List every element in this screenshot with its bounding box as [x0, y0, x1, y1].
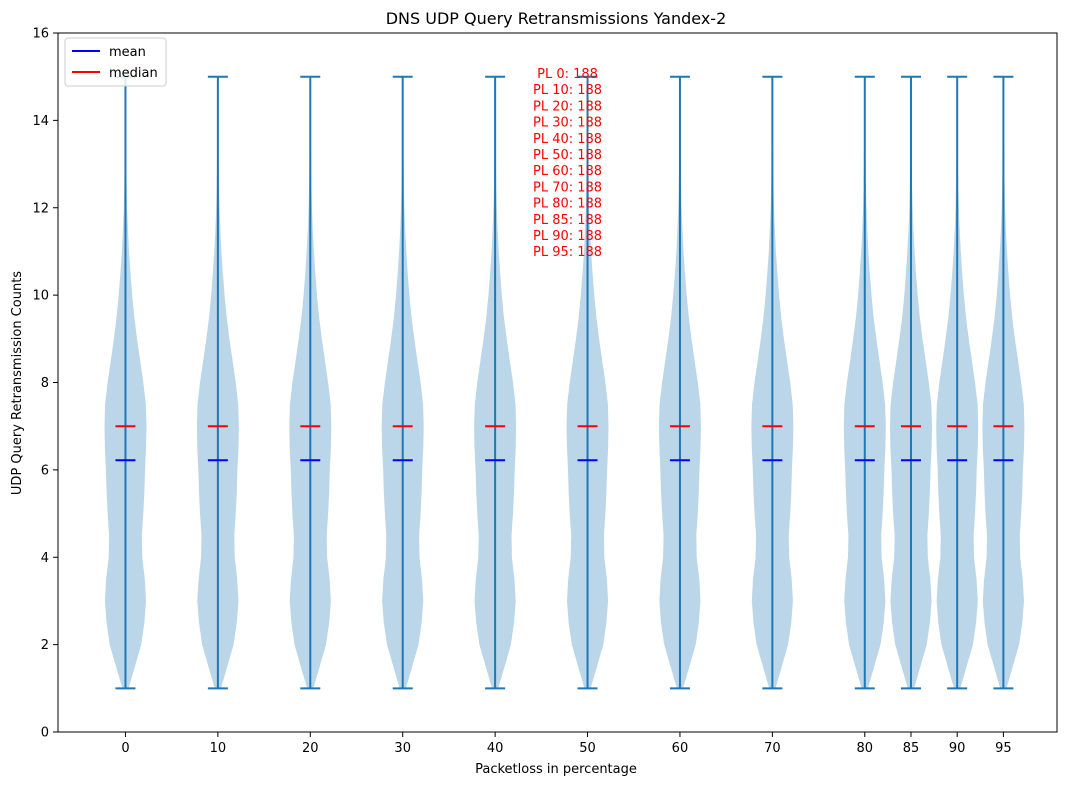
x-tick-label: 10	[210, 741, 227, 756]
x-tick-label: 60	[672, 741, 689, 756]
y-axis: 0 2 4 6 8 10 12 14 16	[32, 27, 58, 741]
annotation-label: PL 40: 188	[533, 132, 602, 147]
violin	[890, 75, 932, 690]
annotation-label: PL 10: 188	[533, 83, 602, 98]
y-tick-label: 6	[41, 463, 49, 478]
violin	[751, 75, 794, 690]
x-tick-label: 50	[579, 741, 596, 756]
violin	[104, 75, 147, 690]
legend-median-label: median	[109, 66, 158, 81]
x-tick-label: 85	[903, 741, 920, 756]
x-axis: 0 10 20 30 40 50 60 70 80 85 90 95	[121, 732, 1012, 756]
annotation-label: PL 50: 188	[533, 148, 602, 163]
annotation-label: PL 60: 188	[533, 164, 602, 179]
y-tick-label: 10	[32, 289, 49, 304]
annotation-label: PL 70: 188	[533, 180, 602, 195]
violin	[474, 75, 517, 690]
annotation-label: PL 80: 188	[533, 197, 602, 212]
x-tick-label: 20	[302, 741, 319, 756]
legend-mean-label: mean	[109, 45, 146, 60]
violin	[843, 75, 886, 690]
x-tick-label: 30	[394, 741, 411, 756]
chart-title: DNS UDP Query Retransmissions Yandex-2	[386, 9, 727, 28]
violin	[196, 75, 239, 690]
x-tick-label: 95	[995, 741, 1012, 756]
legend: mean median	[64, 37, 167, 87]
annotation-label: PL 90: 188	[533, 229, 602, 244]
annotation-label: PL 85: 188	[533, 213, 602, 228]
violin	[982, 75, 1025, 690]
x-tick-label: 80	[857, 741, 874, 756]
annotation-label: PL 95: 188	[533, 245, 602, 260]
annotation-label: PL 30: 188	[533, 116, 602, 131]
violin	[289, 75, 332, 690]
violin	[566, 75, 609, 690]
x-tick-label: 0	[121, 741, 129, 756]
y-axis-label: UDP Query Retransmission Counts	[10, 271, 25, 495]
x-tick-label: 90	[949, 741, 966, 756]
violin	[381, 75, 424, 690]
y-tick-label: 12	[32, 201, 49, 216]
y-tick-label: 2	[41, 638, 49, 653]
y-tick-label: 14	[32, 114, 49, 129]
x-axis-label: Packetloss in percentage	[475, 762, 637, 777]
x-tick-label: 70	[764, 741, 781, 756]
violin	[658, 75, 701, 690]
y-tick-label: 0	[41, 726, 49, 741]
y-tick-label: 4	[41, 551, 49, 566]
violin	[936, 75, 979, 690]
y-tick-label: 8	[41, 376, 49, 391]
annotation-label: PL 0: 188	[537, 67, 598, 82]
x-tick-label: 40	[487, 741, 504, 756]
y-tick-label: 16	[32, 27, 49, 42]
violins-group	[104, 75, 1025, 690]
annotation-label: PL 20: 188	[533, 99, 602, 114]
